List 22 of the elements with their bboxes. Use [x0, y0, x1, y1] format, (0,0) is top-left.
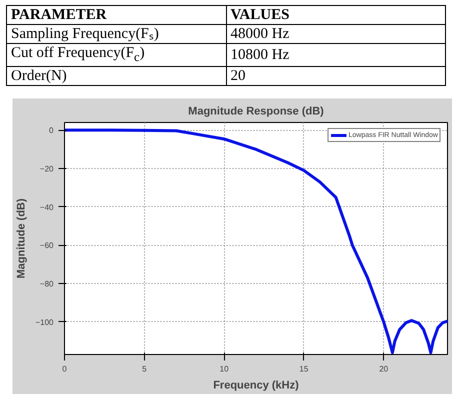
- x-tick-label: 15: [299, 364, 309, 374]
- y-tick-label: −20: [40, 164, 54, 174]
- text: Order(N): [6, 66, 226, 86]
- text: Sampling Frequency(Fₛ): [6, 24, 226, 44]
- x-axis-title: Frequency (kHz): [213, 380, 300, 392]
- x-tick-label: 20: [379, 364, 389, 374]
- chart-title: Magnitude Response (dB): [188, 106, 324, 118]
- x-tick-label: 10: [220, 364, 230, 374]
- y-tick-label: −40: [40, 202, 54, 212]
- text: 10800 Hz: [226, 44, 446, 66]
- y-tick-label: −60: [40, 241, 54, 250]
- y-axis-title: Magnitude (dB): [15, 198, 28, 279]
- text: PARAMETER: [6, 6, 226, 24]
- x-tick-label: 5: [142, 364, 148, 374]
- text: 48000 Hz: [226, 24, 446, 44]
- text: 20: [226, 66, 446, 86]
- text: Cut off Frequency(F$_{c}$): [6, 44, 226, 66]
- y-tick-label: −80: [40, 280, 54, 289]
- y-tick-label: 0: [49, 126, 54, 136]
- y-tick-label: −100: [35, 318, 54, 327]
- x-tick-label: 0: [62, 364, 68, 374]
- text: VALUES: [226, 6, 446, 24]
